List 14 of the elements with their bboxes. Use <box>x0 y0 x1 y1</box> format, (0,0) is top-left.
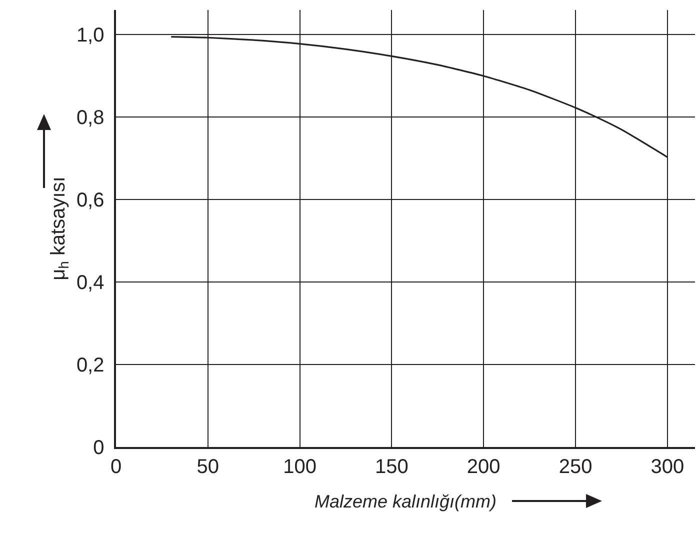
x-tick-label: 0 <box>110 456 122 478</box>
y-tick-label: 0,2 <box>76 354 104 377</box>
x-tick-label: 150 <box>375 456 408 478</box>
x-axis-title: Malzeme kalınlığı(mm) <box>314 491 497 512</box>
y-tick-label: 0,4 <box>76 272 104 294</box>
x-tick-label: 50 <box>196 456 220 478</box>
y-tick-label: 0,8 <box>76 107 104 130</box>
x-tick-label: 100 <box>283 456 316 478</box>
x-tick-label: 200 <box>466 456 500 478</box>
x-tick-label: 300 <box>650 456 684 478</box>
y-tick-label: 0,6 <box>76 190 104 212</box>
y-tick-label: 0 <box>93 437 104 459</box>
x-tick-label: 250 <box>558 456 592 478</box>
y-tick-label: 1,0 <box>76 24 104 47</box>
